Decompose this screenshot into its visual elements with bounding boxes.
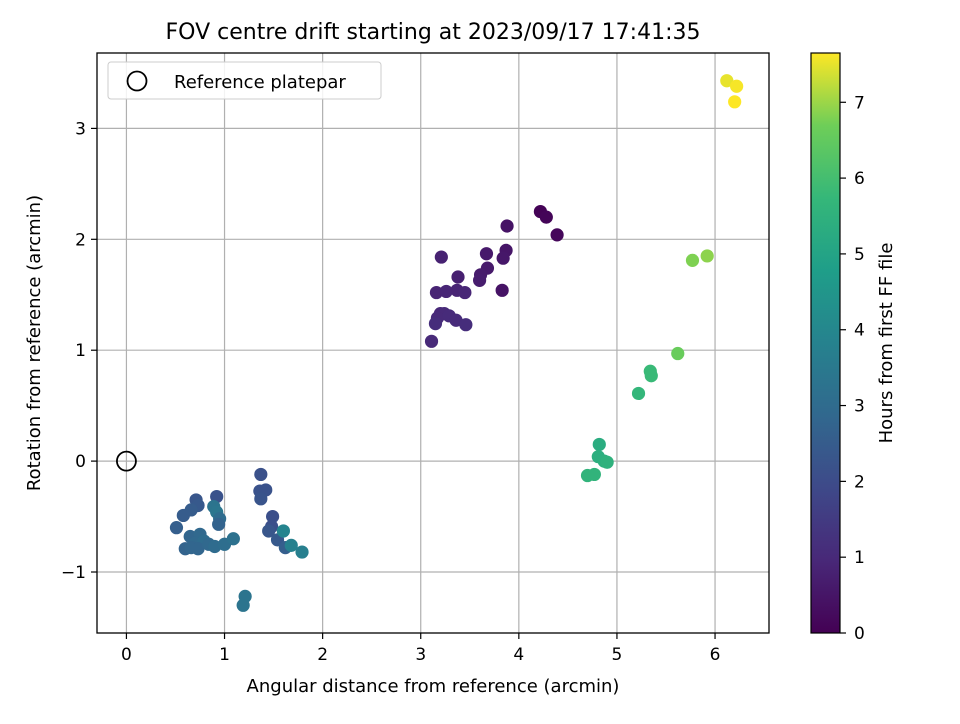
x-tick-label: 4 (513, 645, 524, 665)
x-tick-label: 5 (612, 645, 623, 665)
colorbar-ticks: 0 1 2 3 4 5 6 7 (840, 93, 865, 644)
data-point (631, 386, 646, 401)
data-point (262, 524, 276, 538)
y-axis-ticks: −1 0 1 2 3 (61, 119, 97, 583)
y-axis-label: Rotation from reference (arcmin) (24, 195, 45, 491)
data-point (671, 346, 685, 361)
y-tick-label: 0 (75, 452, 86, 472)
y-tick-label: −1 (61, 563, 86, 583)
colorbar-tick-label: 4 (854, 321, 865, 341)
x-axis-label: Angular distance from reference (arcmin) (247, 676, 620, 697)
data-point (184, 503, 198, 517)
data-point (720, 74, 734, 88)
data-point (459, 318, 473, 332)
colorbar-tick-label: 1 (854, 548, 865, 568)
y-tick-label: 3 (75, 119, 86, 139)
data-points (169, 74, 744, 612)
x-tick-label: 6 (710, 645, 721, 665)
data-point (472, 273, 487, 287)
data-point (458, 285, 472, 300)
x-axis-ticks: 0 1 2 3 4 5 6 (121, 633, 720, 665)
colorbar-tick-label: 5 (854, 245, 865, 265)
data-point (210, 489, 224, 504)
x-tick-label: 3 (415, 645, 426, 665)
data-point (479, 247, 494, 261)
x-tick-label: 0 (121, 645, 132, 665)
reference-platepar-marker (116, 450, 137, 472)
y-tick-label: 1 (75, 341, 86, 361)
legend-label: Reference platepar (174, 72, 346, 93)
legend-open-circle-icon (126, 70, 148, 92)
data-point (424, 334, 439, 348)
data-point (284, 538, 298, 552)
grid-lines (97, 53, 769, 633)
y-tick-label: 2 (75, 230, 86, 250)
x-tick-label: 2 (317, 645, 328, 665)
data-point (169, 521, 184, 535)
data-point (550, 228, 564, 242)
data-point (644, 369, 658, 383)
colorbar: 0 1 2 3 4 5 6 7 Hours from first FF file (810, 52, 897, 644)
legend-box (107, 61, 382, 100)
data-point (700, 249, 714, 263)
colorbar-gradient (810, 52, 841, 634)
data-point (496, 251, 510, 265)
data-point (212, 517, 226, 531)
data-point (429, 285, 444, 300)
data-point (500, 219, 514, 233)
legend: Reference platepar (107, 61, 382, 100)
data-point (428, 316, 443, 331)
colorbar-tick-label: 6 (854, 169, 865, 189)
colorbar-tick-label: 2 (854, 472, 865, 492)
data-point (439, 284, 453, 299)
data-point (587, 467, 601, 482)
data-point (295, 545, 309, 559)
data-point (236, 598, 250, 612)
data-point (449, 313, 463, 327)
colorbar-tick-label: 3 (854, 397, 865, 417)
data-point (434, 250, 448, 264)
x-tick-label: 1 (219, 645, 230, 665)
colorbar-tick-label: 7 (854, 93, 865, 113)
colorbar-tick-label: 0 (854, 624, 865, 644)
data-point (728, 95, 742, 109)
data-point (592, 437, 606, 452)
data-point (495, 283, 509, 297)
data-point (539, 210, 553, 224)
colorbar-label: Hours from first FF file (876, 243, 897, 444)
plot-frame (96, 52, 770, 634)
data-point (191, 542, 205, 556)
data-point (266, 509, 280, 524)
data-point (685, 253, 700, 267)
data-point (730, 79, 744, 93)
data-point (600, 455, 614, 469)
chart-title: FOV centre drift starting at 2023/09/17 … (166, 20, 701, 45)
data-point (276, 524, 290, 538)
data-point (226, 532, 240, 546)
data-point (451, 270, 465, 284)
data-point (254, 492, 268, 506)
data-point (254, 467, 268, 482)
